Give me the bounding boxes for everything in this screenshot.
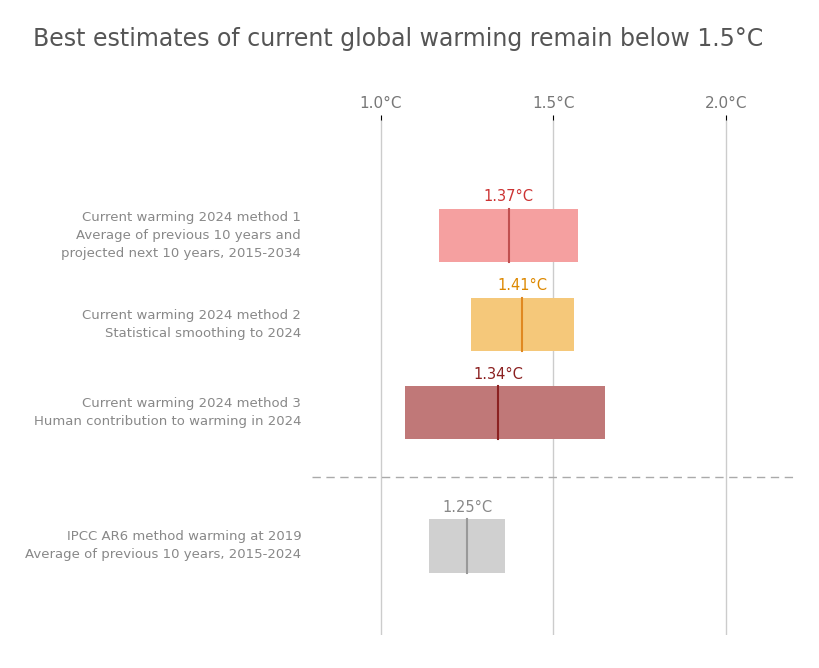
Bar — [428, 519, 505, 572]
Text: 1.34°C: 1.34°C — [473, 367, 523, 382]
Text: 1.25°C: 1.25°C — [441, 500, 491, 515]
Text: 1.41°C: 1.41°C — [497, 278, 547, 293]
Bar — [439, 209, 577, 262]
Text: Best estimates of current global warming remain below 1.5°C: Best estimates of current global warming… — [33, 27, 762, 51]
Text: Current warming 2024 method 1
Average of previous 10 years and
projected next 10: Current warming 2024 method 1 Average of… — [61, 211, 301, 260]
Text: 1.37°C: 1.37°C — [483, 190, 533, 204]
Text: Current warming 2024 method 3
Human contribution to warming in 2024: Current warming 2024 method 3 Human cont… — [34, 397, 301, 428]
Text: IPCC AR6 method warming at 2019
Average of previous 10 years, 2015-2024: IPCC AR6 method warming at 2019 Average … — [25, 530, 301, 561]
Bar — [470, 298, 573, 351]
Text: Current warming 2024 method 2
Statistical smoothing to 2024: Current warming 2024 method 2 Statistica… — [82, 309, 301, 340]
Bar — [405, 386, 604, 440]
